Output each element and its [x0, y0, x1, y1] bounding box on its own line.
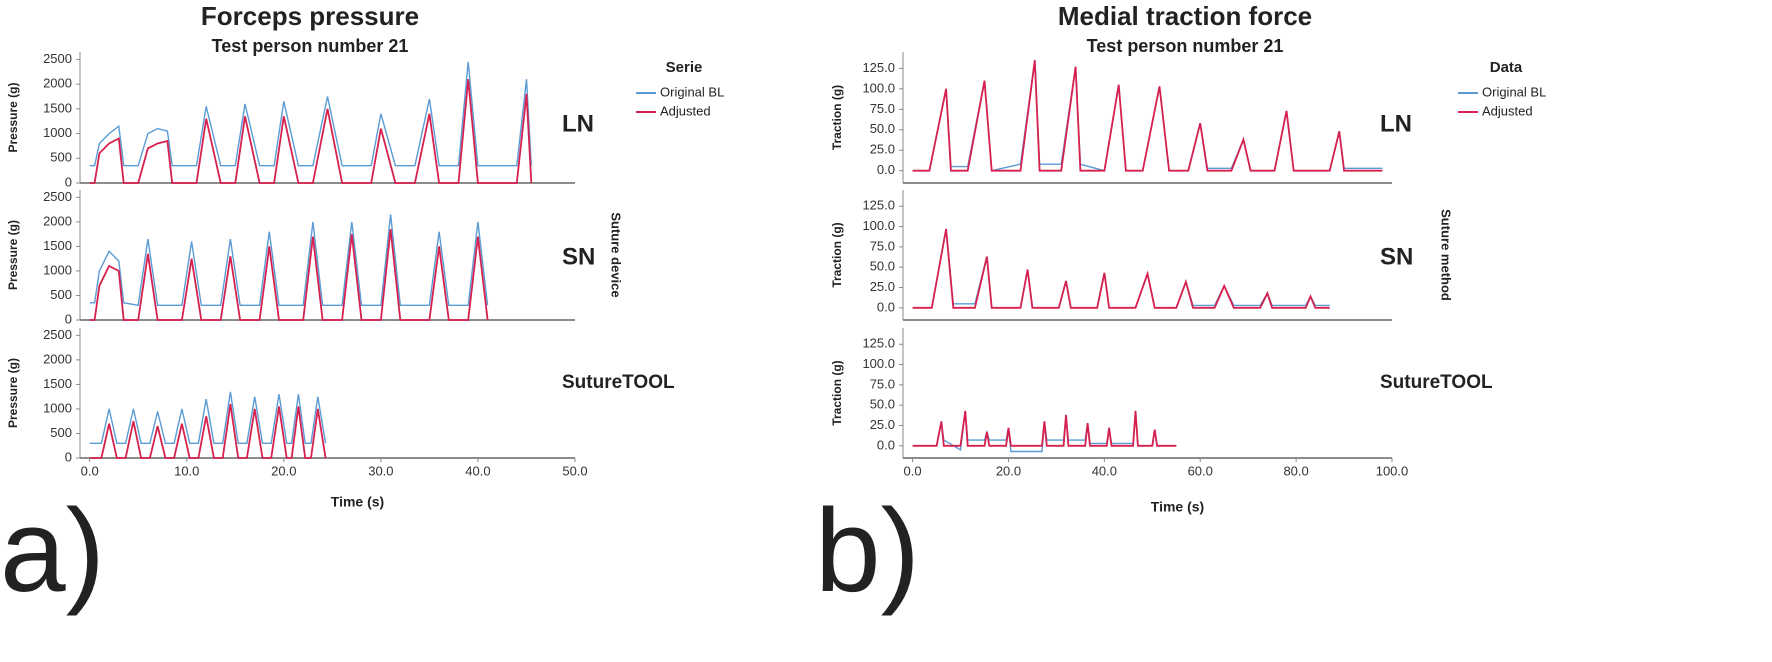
y-axis-label: Pressure (g) [6, 358, 20, 428]
x-tick-label: 0.0 [904, 463, 922, 478]
x-tick-label: 50.0 [562, 463, 587, 478]
y-tick-label: 100.0 [862, 218, 895, 233]
y-tick-label: 500 [50, 425, 72, 440]
y-tick-label: 100.0 [862, 80, 895, 95]
panel-label: LN [1380, 110, 1412, 137]
y-tick-label: 50.0 [870, 121, 895, 136]
y-tick-label: 2000 [43, 76, 72, 91]
y-axis-label: Pressure (g) [6, 220, 20, 290]
series-line [89, 403, 327, 459]
y-tick-label: 75.0 [870, 238, 895, 253]
panel-label: SN [1380, 243, 1413, 270]
series-line [912, 228, 1330, 309]
x-axis-label: Time (s) [1151, 499, 1204, 515]
y-tick-label: 1500 [43, 238, 72, 253]
x-tick-label: 20.0 [996, 463, 1021, 478]
series-line [912, 228, 1330, 309]
y-tick-label: 25.0 [870, 279, 895, 294]
legend-label: Adjusted [1482, 103, 1533, 118]
figure-letter: a) [0, 485, 105, 617]
x-tick-label: 0.0 [81, 463, 99, 478]
x-tick-label: 20.0 [271, 463, 296, 478]
legend-label: Adjusted [660, 103, 711, 118]
y-tick-label: 0.0 [877, 437, 895, 452]
figure-letter: b) [815, 485, 920, 617]
series-line [89, 391, 327, 444]
y-tick-label: 1000 [43, 125, 72, 140]
y-tick-label: 125.0 [862, 198, 895, 213]
y-axis-label: Traction (g) [830, 222, 844, 287]
legend-title: Data [1490, 59, 1523, 76]
y-tick-label: 0.0 [877, 299, 895, 314]
y-tick-label: 2500 [43, 189, 72, 204]
facet-label: Suture device [609, 212, 624, 297]
y-tick-label: 75.0 [870, 101, 895, 116]
x-tick-label: 100.0 [1376, 463, 1409, 478]
y-tick-label: 0 [65, 311, 72, 326]
series-line [89, 61, 532, 167]
y-tick-label: 1000 [43, 400, 72, 415]
y-tick-label: 125.0 [862, 60, 895, 75]
title: Medial traction force [1058, 1, 1312, 31]
x-tick-label: 60.0 [1188, 463, 1213, 478]
y-tick-label: 500 [50, 287, 72, 302]
y-axis-label: Traction (g) [830, 360, 844, 425]
subtitle: Test person number 21 [212, 36, 409, 56]
legend-label: Original BL [660, 84, 724, 99]
series-line [89, 229, 489, 321]
facet-label: Suture method [1439, 209, 1454, 301]
x-tick-label: 30.0 [368, 463, 393, 478]
series-line [912, 60, 1383, 172]
series-line [912, 60, 1383, 172]
y-tick-label: 0.0 [877, 162, 895, 177]
y-tick-label: 500 [50, 150, 72, 165]
x-tick-label: 40.0 [1092, 463, 1117, 478]
panel-label: SutureTOOL [562, 372, 675, 393]
legend-title: Serie [666, 59, 703, 76]
y-tick-label: 2000 [43, 351, 72, 366]
legend-label: Original BL [1482, 84, 1546, 99]
series-line [89, 79, 533, 184]
x-tick-label: 40.0 [465, 463, 490, 478]
y-tick-label: 2000 [43, 213, 72, 228]
y-tick-label: 0 [65, 449, 72, 464]
y-tick-label: 0 [65, 174, 72, 189]
y-tick-label: 2500 [43, 327, 72, 342]
y-tick-label: 25.0 [870, 142, 895, 157]
panel-label: LN [562, 110, 594, 137]
panel-label: SutureTOOL [1380, 372, 1493, 393]
y-tick-label: 50.0 [870, 259, 895, 274]
y-axis-label: Pressure (g) [6, 82, 20, 152]
y-axis-label: Traction (g) [830, 85, 844, 150]
title: Forceps pressure [201, 1, 419, 31]
x-axis-label: Time (s) [331, 494, 384, 510]
y-tick-label: 1000 [43, 262, 72, 277]
y-tick-label: 2500 [43, 51, 72, 66]
y-tick-label: 50.0 [870, 397, 895, 412]
y-tick-label: 1500 [43, 376, 72, 391]
panel-label: SN [562, 243, 595, 270]
subtitle: Test person number 21 [1087, 36, 1284, 56]
y-tick-label: 125.0 [862, 336, 895, 351]
y-tick-label: 1500 [43, 100, 72, 115]
series-line [912, 410, 1177, 447]
series-line [89, 214, 489, 307]
y-tick-label: 100.0 [862, 356, 895, 371]
y-tick-label: 75.0 [870, 376, 895, 391]
x-tick-label: 10.0 [174, 463, 199, 478]
y-tick-label: 25.0 [870, 417, 895, 432]
x-tick-label: 80.0 [1283, 463, 1308, 478]
